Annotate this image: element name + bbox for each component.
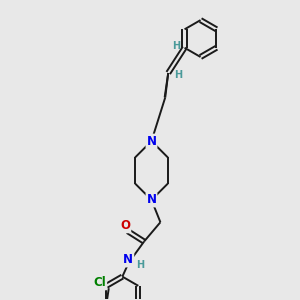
- Text: N: N: [146, 135, 157, 148]
- Text: N: N: [146, 194, 157, 206]
- Text: H: H: [172, 41, 180, 51]
- Text: H: H: [136, 260, 144, 270]
- Text: H: H: [174, 70, 182, 80]
- Text: O: O: [120, 219, 130, 232]
- Text: N: N: [123, 254, 133, 266]
- Text: Cl: Cl: [94, 276, 106, 290]
